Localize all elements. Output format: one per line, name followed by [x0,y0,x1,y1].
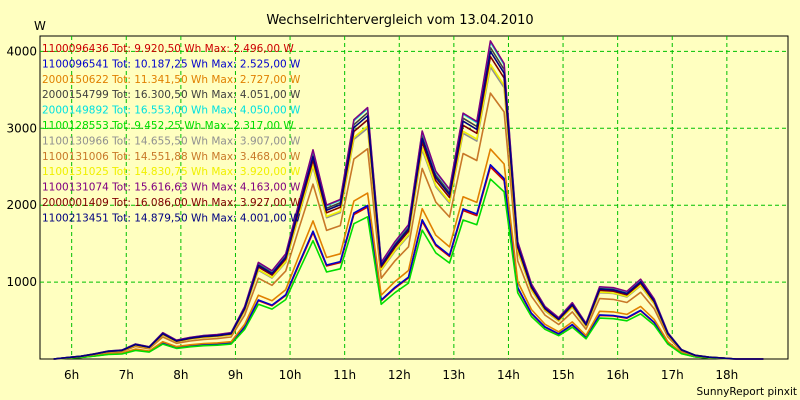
y-tick-label: 3000 [6,121,37,135]
series-line-12 [53,50,764,360]
x-tick-label: 6h [64,368,79,382]
legend-entry: 1100096436 Tot: 9.920,50 Wh Max: 2.496,0… [42,43,294,55]
y-axis: 1000 2000 3000 4000 [6,44,37,289]
series-lines [53,40,764,360]
legend-entry: 1100213451 Tot: 14.879,50 Wh Max: 4.001,… [42,212,301,224]
y-tick-label: 2000 [6,198,37,212]
x-tick-label: 11h [333,368,356,382]
y-tick-label: 4000 [6,44,37,58]
legend-entry: 2000001409 Tot: 16.086,00 Wh Max: 3.927,… [42,197,301,209]
x-tick-label: 7h [119,368,134,382]
series-line-8 [53,92,764,360]
legend-entry: 2000150622 Tot: 11.341,50 Wh Max: 2.727,… [42,74,301,86]
x-tick-label: 18h [715,368,738,382]
x-tick-label: 14h [497,368,520,382]
x-tick-label: 9h [228,368,243,382]
legend-entry: 2000149892 Tot: 16.553,00 Wh Max: 4.050,… [42,105,301,117]
x-tick-label: 16h [606,368,629,382]
legend-entry: 2000154799 Tot: 16.300,50 Wh Max: 4.051,… [42,89,301,101]
x-tick-label: 8h [173,368,188,382]
y-tick-label: 1000 [6,275,37,289]
y-axis-label: W [34,19,46,33]
chart-title: Wechselrichtervergleich vom 13.04.2010 [266,13,533,28]
footer-credit: SunnyReport pinxit [697,386,797,398]
legend-entry: 1100130966 Tot: 14.655,50 Wh Max: 3.907,… [42,135,301,147]
x-tick-label: 17h [661,368,684,382]
x-tick-label: 12h [388,368,411,382]
legend-entry: 1100131074 Tot: 15.616,63 Wh Max: 4.163,… [42,182,301,194]
series-line-3 [53,148,764,360]
legend-entry: 1100131025 Tot: 14.830,75 Wh Max: 3.920,… [42,166,301,178]
legend-entry: 1100128553 Tot: 9.452,25 Wh Max: 2.317,0… [42,120,294,132]
legend-entry: 1100096541 Tot: 10.187,25 Wh Max: 2.525,… [42,58,301,70]
legend-entry: 1100131006 Tot: 14.551,88 Wh Max: 3.468,… [42,151,301,163]
x-tick-label: 13h [442,368,465,382]
x-axis: 6h 7h 8h 9h 10h 11h 12h 13h 14h 15h 16h 17h 18h [64,368,738,382]
x-tick-label: 15h [552,368,575,382]
x-tick-label: 10h [279,368,302,382]
series-line-2 [53,164,764,360]
legend: 1100096436 Tot: 9.920,50 Wh Max: 2.496,0… [42,43,301,224]
series-line-6 [53,178,764,360]
